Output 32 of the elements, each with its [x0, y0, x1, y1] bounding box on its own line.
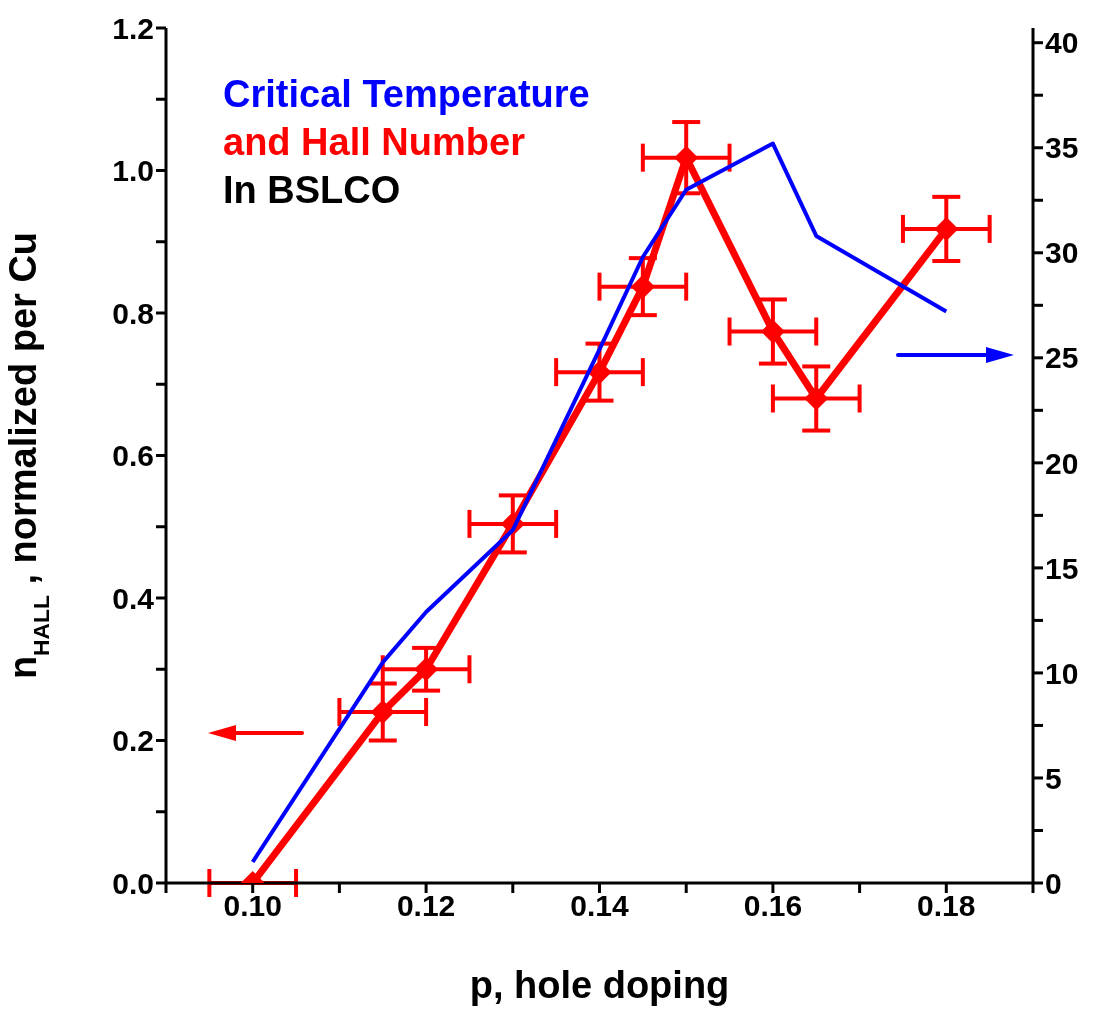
y2-tick-label: 0 [1045, 866, 1062, 900]
annotation: In BSLCO [223, 168, 402, 213]
y-tick-label: 1.2 [112, 11, 154, 45]
y-tick-label: 0.0 [112, 866, 154, 900]
x-tick-label: 0.10 [223, 889, 282, 923]
x-tick-label: 0.14 [570, 889, 630, 923]
x-axis-title: p, hole doping [469, 964, 730, 1006]
text: Critical Temperature [223, 72, 590, 117]
point [804, 386, 829, 411]
point [587, 360, 612, 385]
text: and Hall Number [223, 120, 526, 165]
y2-tick-label: 10 [1045, 656, 1079, 690]
point [370, 700, 395, 724]
y2-tick-label: 5 [1045, 761, 1062, 795]
y-tick-label: 1.0 [112, 154, 154, 188]
y2-tick-label: 35 [1045, 131, 1079, 165]
y-tick-label: 0.8 [112, 296, 154, 330]
point [630, 274, 655, 299]
point [414, 657, 439, 682]
x-tick-label: 0.12 [396, 889, 456, 923]
x-tick-label: 0.16 [743, 889, 803, 923]
y2-tick-label: 25 [1045, 341, 1079, 375]
y2-tick-label: 40 [1045, 26, 1079, 60]
y-tick-label: 0.2 [112, 724, 154, 758]
y-tick-label: 0.4 [112, 581, 155, 615]
point [760, 319, 785, 344]
x-tick-label: 0.18 [917, 889, 976, 923]
y2-tick-label: 15 [1045, 551, 1079, 585]
point [934, 216, 959, 241]
y2-tick-label: 30 [1045, 236, 1079, 270]
y2-tick-label: 20 [1045, 446, 1079, 480]
y-tick-label: 0.6 [112, 439, 154, 473]
